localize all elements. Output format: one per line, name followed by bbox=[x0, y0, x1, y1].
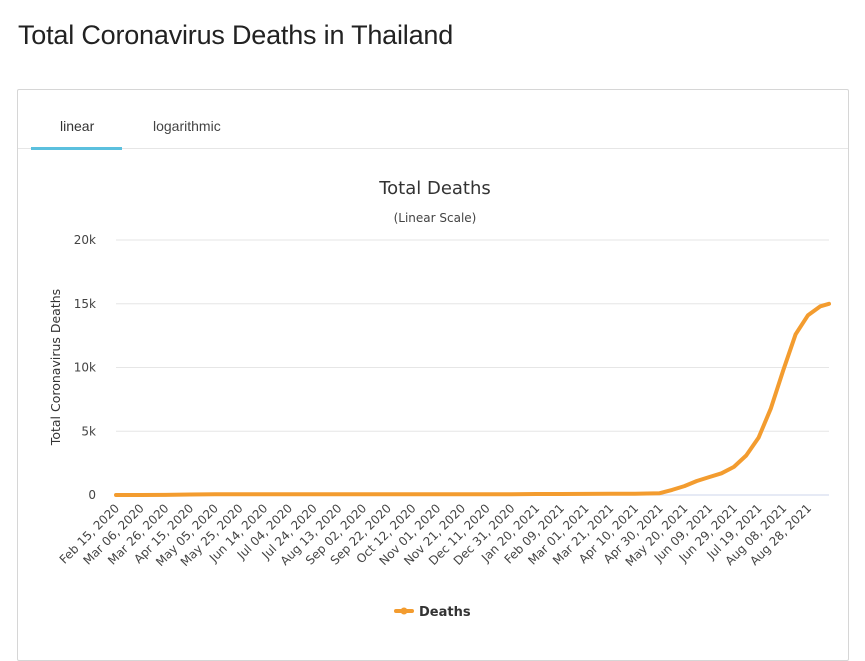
data-point[interactable] bbox=[336, 492, 340, 496]
data-point[interactable] bbox=[163, 493, 167, 497]
data-point[interactable] bbox=[818, 304, 823, 308]
page-title: Total Coronavirus Deaths in Thailand bbox=[18, 20, 454, 50]
tab-linear[interactable]: linear bbox=[60, 118, 95, 134]
chart-title: Total Deaths bbox=[378, 178, 491, 199]
data-point[interactable] bbox=[682, 484, 687, 488]
data-point[interactable] bbox=[744, 453, 748, 458]
data-point[interactable] bbox=[435, 492, 439, 496]
data-point[interactable] bbox=[695, 479, 699, 483]
data-point[interactable] bbox=[213, 492, 217, 496]
y-axis-ticks: 0 5k 10k 15k 20k bbox=[74, 233, 96, 502]
data-point[interactable] bbox=[633, 492, 637, 496]
data-point[interactable] bbox=[534, 492, 538, 496]
data-point[interactable] bbox=[608, 492, 612, 496]
data-point[interactable] bbox=[114, 493, 118, 497]
data-point[interactable] bbox=[312, 492, 316, 496]
data-point[interactable] bbox=[411, 492, 415, 496]
data-point[interactable] bbox=[707, 475, 711, 479]
gridlines bbox=[116, 239, 829, 496]
active-tab-indicator bbox=[31, 147, 122, 150]
chart-card: linear logarithmic Total Deaths (Linear … bbox=[17, 89, 849, 661]
y-tick-label: 5k bbox=[81, 424, 96, 438]
y-tick-label: 15k bbox=[74, 297, 96, 311]
data-point[interactable] bbox=[719, 471, 724, 475]
y-tick-label: 10k bbox=[74, 361, 96, 375]
y-tick-label: 0 bbox=[88, 488, 96, 502]
data-point[interactable] bbox=[658, 491, 662, 495]
data-point[interactable] bbox=[188, 492, 192, 497]
data-point[interactable] bbox=[139, 493, 143, 497]
y-tick-label: 20k bbox=[74, 233, 96, 247]
legend-label-deaths: Deaths bbox=[419, 605, 471, 620]
data-point[interactable] bbox=[827, 302, 831, 306]
data-point[interactable] bbox=[732, 465, 736, 469]
series-line-deaths bbox=[114, 301, 831, 497]
tab-logarithmic[interactable]: logarithmic bbox=[153, 118, 221, 134]
deaths-chart: Total Deaths (Linear Scale) Total Corona… bbox=[48, 178, 831, 620]
data-point[interactable] bbox=[509, 492, 513, 496]
data-point[interactable] bbox=[670, 488, 674, 492]
data-point[interactable] bbox=[806, 313, 810, 317]
data-point[interactable] bbox=[262, 492, 266, 496]
data-point[interactable] bbox=[584, 492, 588, 496]
legend-marker bbox=[400, 607, 408, 615]
scale-tabs: linear logarithmic bbox=[18, 90, 848, 150]
y-axis-label: Total Coronavirus Deaths bbox=[48, 289, 63, 446]
data-point[interactable] bbox=[485, 492, 489, 496]
data-point[interactable] bbox=[386, 492, 390, 496]
data-point[interactable] bbox=[361, 492, 365, 496]
data-point[interactable] bbox=[769, 406, 773, 410]
data-point[interactable] bbox=[287, 492, 291, 496]
data-point[interactable] bbox=[460, 492, 464, 496]
data-point[interactable] bbox=[781, 368, 785, 372]
legend[interactable]: Deaths bbox=[394, 605, 471, 620]
data-point[interactable] bbox=[238, 492, 242, 496]
data-point[interactable] bbox=[794, 332, 798, 336]
series-deaths bbox=[114, 301, 831, 497]
data-point[interactable] bbox=[559, 492, 563, 496]
data-point[interactable] bbox=[757, 436, 761, 440]
chart-subtitle: (Linear Scale) bbox=[394, 211, 477, 225]
